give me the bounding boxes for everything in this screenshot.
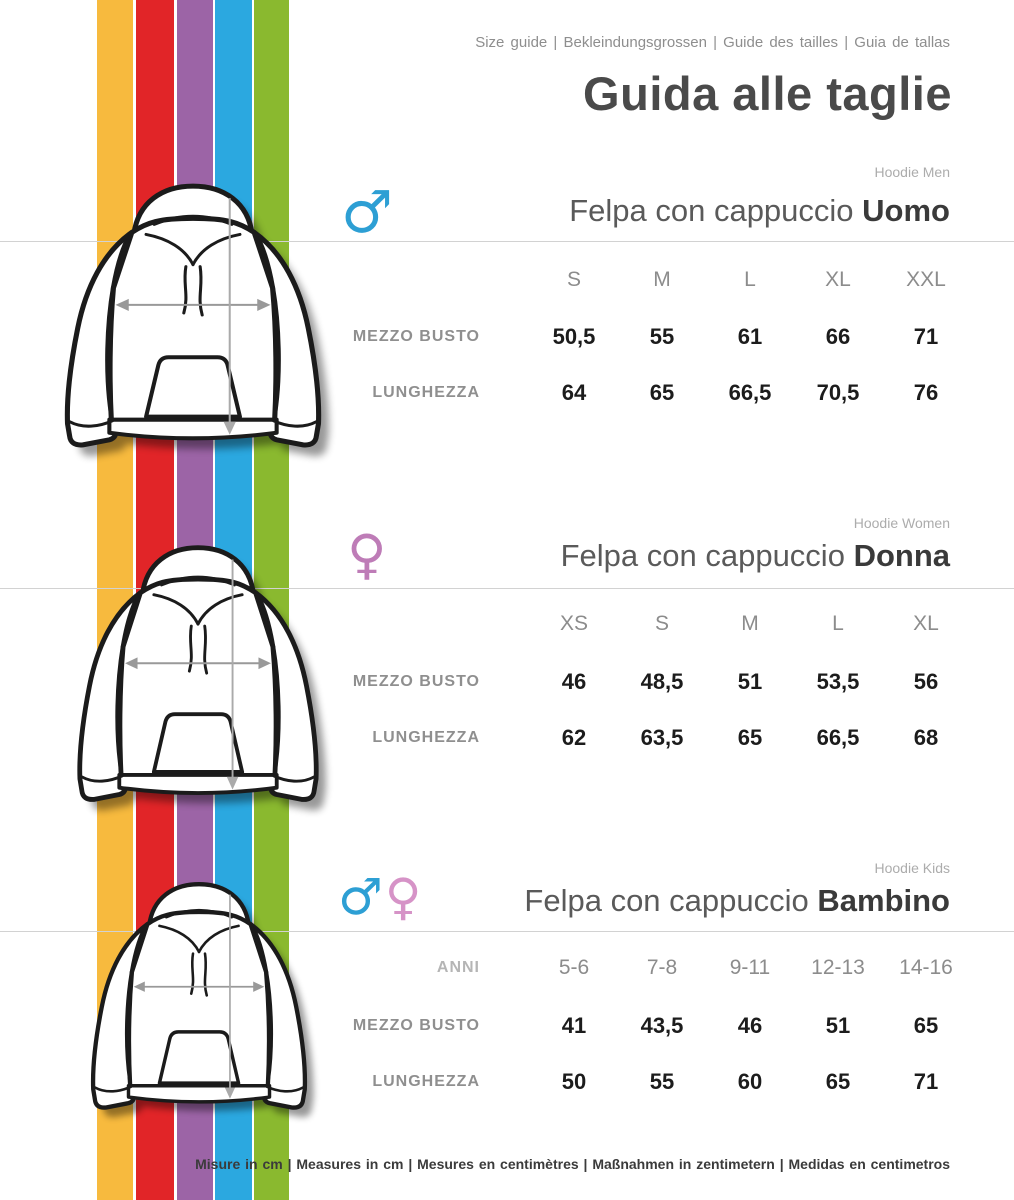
gender-icons-women: ♀ <box>347 528 387 582</box>
multilanguage-subtitle: Size guide | Bekleindungsgrossen | Guide… <box>475 34 950 51</box>
column-header: L <box>744 268 756 291</box>
size-value: 53,5 <box>816 669 860 694</box>
page-title: Guida alle taglie <box>583 67 952 120</box>
size-value: 50 <box>561 1069 587 1094</box>
size-table-header-men: S M L XL XXL <box>250 265 970 295</box>
section-tag-women: Hoodie Women <box>853 515 950 531</box>
table-row-kids: MEZZO BUSTO 41 43,5 46 51 65 <box>250 1011 970 1041</box>
section-tag-men: Hoodie Men <box>874 164 951 180</box>
section-title-regular: Felpa con cappuccio <box>524 883 809 918</box>
column-header: 7-8 <box>646 956 678 979</box>
row-label: LUNGHEZZA <box>372 384 480 401</box>
size-value: 66,5 <box>816 725 860 750</box>
column-header: XXL <box>906 268 946 291</box>
table-row-men: MEZZO BUSTO 50,5 55 61 66 71 <box>250 322 970 352</box>
size-value: 41 <box>561 1013 587 1038</box>
size-value: 43,5 <box>640 1013 684 1038</box>
row-values: 64 65 66,5 70,5 76 <box>530 378 970 408</box>
size-value: 65 <box>913 1013 939 1038</box>
column-header: M <box>741 612 759 635</box>
section-tag-kids: Hoodie Kids <box>874 860 951 876</box>
footer-units-note: Misure in cm | Measures in cm | Mesures … <box>195 1156 950 1172</box>
column-header: XS <box>559 612 588 635</box>
row-values: 41 43,5 46 51 65 <box>530 1011 970 1041</box>
size-value: 61 <box>737 324 763 349</box>
section-title-regular: Felpa con cappuccio <box>560 538 845 573</box>
column-header: M <box>653 268 671 291</box>
size-value: 48,5 <box>640 669 684 694</box>
size-value: 66 <box>825 324 851 349</box>
column-header: S <box>566 268 581 291</box>
size-value: 70,5 <box>816 380 860 405</box>
row-values: 50 55 60 65 71 <box>530 1067 970 1097</box>
male-symbol-icon: ♂ <box>338 868 383 926</box>
section-title-women: Felpa con cappuccio Donna <box>561 538 950 574</box>
size-value: 62 <box>561 725 587 750</box>
column-header: 5-6 <box>558 956 590 979</box>
column-header: L <box>832 612 844 635</box>
section-divider-women <box>0 588 1014 589</box>
table-corner-label <box>250 265 480 295</box>
section-title-bold: Donna <box>853 538 950 573</box>
table-row-women: LUNGHEZZA 62 63,5 65 66,5 68 <box>250 723 970 753</box>
column-header: 9-11 <box>729 956 771 979</box>
size-value: 65 <box>825 1069 851 1094</box>
size-value: 51 <box>825 1013 851 1038</box>
table-header-columns: S M L XL XXL <box>530 265 970 295</box>
row-label: MEZZO BUSTO <box>352 328 480 345</box>
gender-icons-men: ♂ <box>341 183 393 241</box>
column-header: S <box>654 612 669 635</box>
column-header: 14-16 <box>899 956 953 979</box>
size-value: 60 <box>737 1069 763 1094</box>
size-value: 68 <box>913 725 939 750</box>
section-title-regular: Felpa con cappuccio <box>569 193 854 228</box>
section-title-kids: Felpa con cappuccio Bambino <box>524 883 950 919</box>
row-values: 46 48,5 51 53,5 56 <box>530 667 970 697</box>
column-header: 12-13 <box>811 956 865 979</box>
section-title-men: Felpa con cappuccio Uomo <box>569 193 950 229</box>
table-corner-label <box>250 609 480 639</box>
table-row-women: MEZZO BUSTO 46 48,5 51 53,5 56 <box>250 667 970 697</box>
size-value: 46 <box>737 1013 763 1038</box>
size-table-header-women: XS S M L XL <box>250 609 970 639</box>
size-value: 50,5 <box>552 324 596 349</box>
size-value: 63,5 <box>640 725 684 750</box>
size-value: 66,5 <box>728 380 772 405</box>
size-value: 76 <box>913 380 939 405</box>
female-symbol-icon: ♀ <box>384 868 422 926</box>
female-symbol-icon: ♀ <box>347 523 387 586</box>
table-header-columns: 5-6 7-8 9-11 12-13 14-16 <box>530 953 970 983</box>
size-table-header-kids: ANNI 5-6 7-8 9-11 12-13 14-16 <box>250 953 970 983</box>
size-value: 55 <box>649 1069 675 1094</box>
column-header: XL <box>913 612 939 635</box>
male-symbol-icon: ♂ <box>341 178 393 246</box>
section-divider-kids <box>0 931 1014 932</box>
size-value: 65 <box>737 725 763 750</box>
hoodie-illustration-men <box>40 172 346 464</box>
row-values: 50,5 55 61 66 71 <box>530 322 970 352</box>
table-row-kids: LUNGHEZZA 50 55 60 65 71 <box>250 1067 970 1097</box>
size-value: 56 <box>913 669 939 694</box>
row-label: MEZZO BUSTO <box>352 1017 480 1034</box>
size-value: 64 <box>561 380 587 405</box>
size-value: 71 <box>913 324 939 349</box>
row-label: LUNGHEZZA <box>372 729 480 746</box>
section-title-bold: Bambino <box>817 883 950 918</box>
row-label: LUNGHEZZA <box>372 1073 480 1090</box>
row-label: MEZZO BUSTO <box>352 673 480 690</box>
size-value: 55 <box>649 324 675 349</box>
table-header-columns: XS S M L XL <box>530 609 970 639</box>
column-header: XL <box>825 268 851 291</box>
size-value: 51 <box>737 669 763 694</box>
size-value: 65 <box>649 380 675 405</box>
table-corner-label: ANNI <box>436 959 480 976</box>
section-divider-men <box>0 241 1014 242</box>
section-title-bold: Uomo <box>862 193 950 228</box>
table-row-men: LUNGHEZZA 64 65 66,5 70,5 76 <box>250 378 970 408</box>
size-value: 71 <box>913 1069 939 1094</box>
row-values: 62 63,5 65 66,5 68 <box>530 723 970 753</box>
size-value: 46 <box>561 669 587 694</box>
gender-icons-kids: ♂ ♀ <box>338 872 421 922</box>
